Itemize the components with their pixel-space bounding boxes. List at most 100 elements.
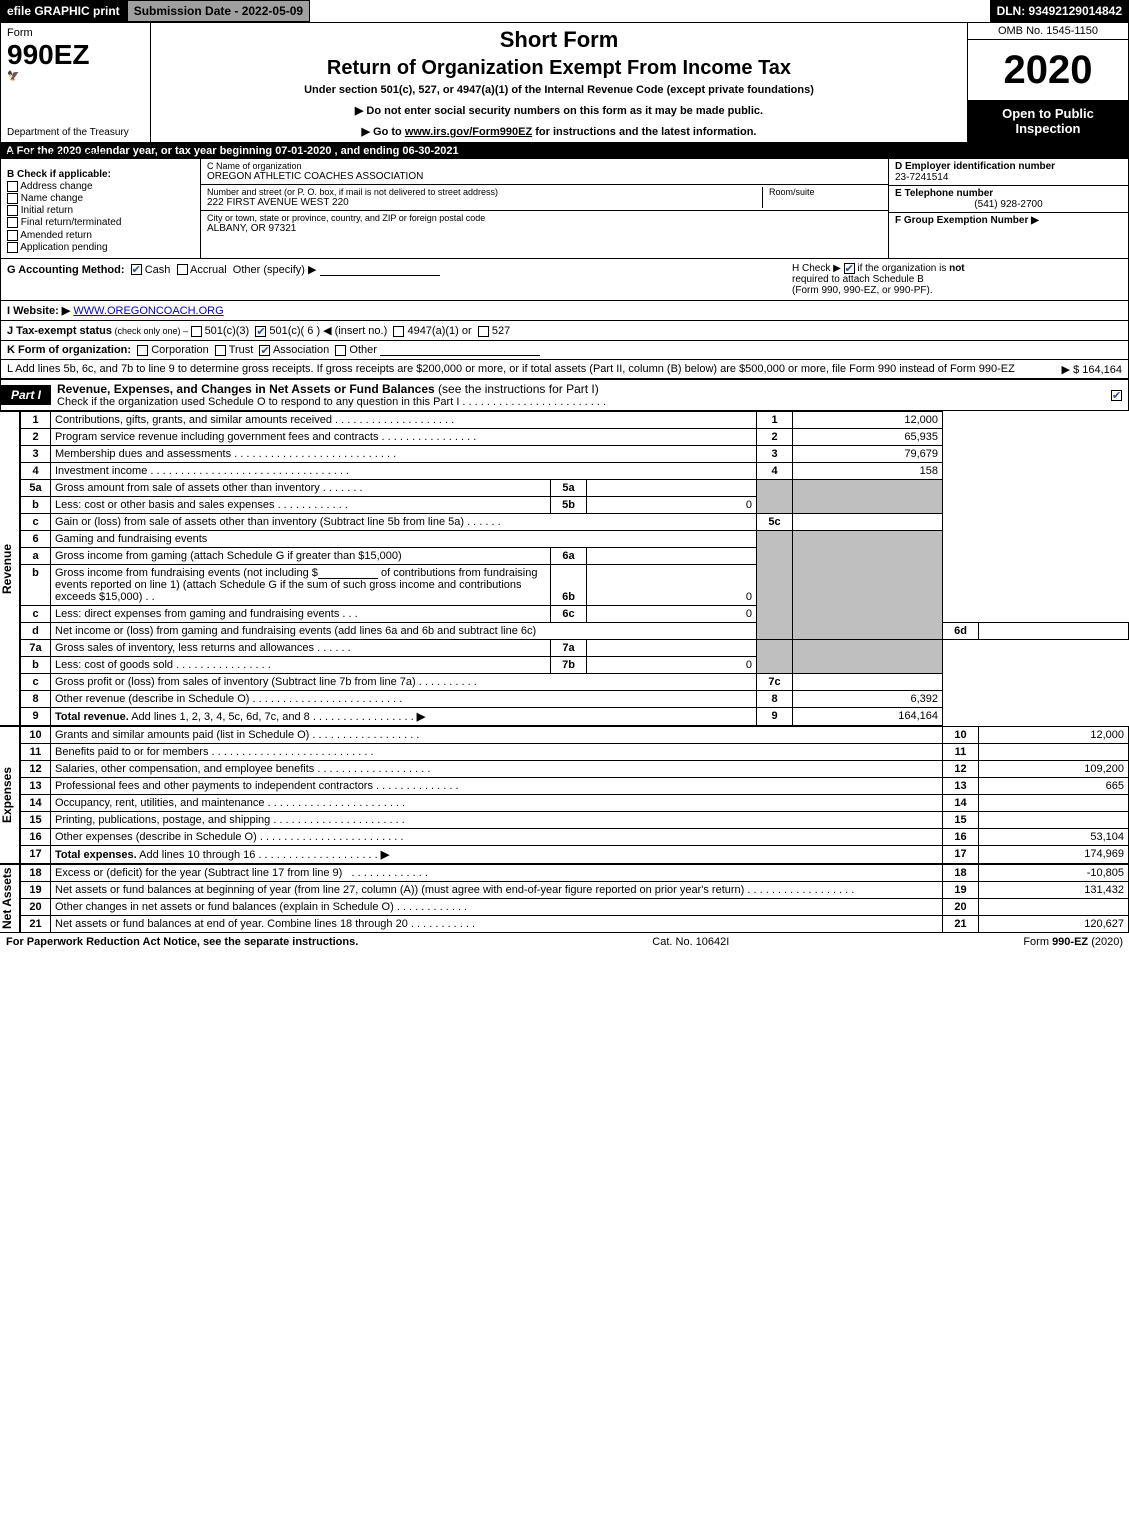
chk-initial-return[interactable]: Initial return (7, 205, 194, 216)
c-city-label: City or town, state or province, country… (207, 213, 882, 223)
line-6d: d Net income or (loss) from gaming and f… (21, 622, 1129, 639)
c-name-row: C Name of organization OREGON ATHLETIC C… (201, 159, 888, 185)
line-5b: b Less: cost or other basis and sales ex… (21, 496, 1129, 513)
chk-other-org[interactable] (335, 345, 346, 356)
line-17: 17 Total expenses. Add lines 10 through … (21, 845, 1129, 863)
open-to-public-label: Open to Public Inspection (968, 100, 1128, 142)
line-16: 16 Other expenses (describe in Schedule … (21, 828, 1129, 845)
ssn-notice: ▶ Do not enter social security numbers o… (157, 104, 961, 117)
section-b: Internal Revenue Service B Check if appl… (1, 159, 201, 258)
goto-link-line: ▶ Go to www.irs.gov/Form990EZ for instru… (157, 125, 961, 138)
chk-trust[interactable] (215, 345, 226, 356)
chk-h[interactable] (844, 263, 855, 274)
expenses-table: 10 Grants and similar amounts paid (list… (20, 726, 1129, 864)
h-not: not (949, 263, 965, 274)
irs-eagle-icon: 🦅 (7, 71, 144, 82)
tax-year: 2020 (968, 40, 1128, 100)
e-label: E Telephone number (895, 188, 1122, 199)
line-1: 1 Contributions, gifts, grants, and simi… (21, 411, 1129, 428)
line-6c: c Less: direct expenses from gaming and … (21, 605, 1129, 622)
6b-blank-input[interactable] (318, 567, 378, 579)
irs-service-label: Internal Revenue Service (3, 149, 104, 159)
line-18: 18 Excess or (deficit) for the year (Sub… (21, 864, 1129, 881)
line-6: 6 Gaming and fundraising events (21, 530, 1129, 547)
short-form-title: Short Form (157, 27, 961, 53)
section-gh: G Accounting Method: Cash Accrual Other … (0, 258, 1129, 301)
section-def: D Employer identification number 23-7241… (888, 159, 1128, 258)
part1-title: Revenue, Expenses, and Changes in Net As… (57, 382, 435, 396)
line-6b: b Gross income from fundraising events (… (21, 564, 1129, 605)
g-accounting-method: G Accounting Method: Cash Accrual Other … (7, 263, 792, 276)
j-small: (check only one) – (112, 326, 191, 336)
chk-accrual[interactable] (177, 264, 188, 275)
form-header: Form 990EZ 🦅 Department of the Treasury … (0, 22, 1129, 143)
line-2: 2 Program service revenue including gove… (21, 428, 1129, 445)
chk-corporation[interactable] (137, 345, 148, 356)
line-21: 21 Net assets or fund balances at end of… (21, 915, 1129, 932)
line-5c: c Gain or (loss) from sale of assets oth… (21, 513, 1129, 530)
i-label: I Website: ▶ (7, 305, 70, 317)
chk-501c[interactable] (255, 326, 266, 337)
c-name-value: OREGON ATHLETIC COACHES ASSOCIATION (207, 171, 882, 182)
return-title: Return of Organization Exempt From Incom… (157, 57, 961, 80)
k-other-input[interactable] (380, 344, 540, 356)
footer-center: Cat. No. 10642I (652, 936, 729, 948)
department-label: Department of the Treasury (7, 127, 144, 138)
revenue-table: 1 Contributions, gifts, grants, and simi… (20, 411, 1129, 726)
header-left: Form 990EZ 🦅 Department of the Treasury (1, 23, 151, 142)
g-other-specify-input[interactable] (320, 264, 440, 276)
j-label: J Tax-exempt status (7, 325, 112, 337)
header-right: OMB No. 1545-1150 2020 Open to Public In… (968, 23, 1128, 142)
part1-schedule-o-check[interactable] (1105, 386, 1128, 404)
g-label: G Accounting Method: (7, 264, 125, 276)
goto-post: for instructions and the latest informat… (532, 126, 756, 138)
expenses-section: Expenses 10 Grants and similar amounts p… (0, 726, 1129, 864)
h-line2: required to attach Schedule B (792, 274, 924, 285)
line-12: 12 Salaries, other compensation, and emp… (21, 760, 1129, 777)
chk-name-change[interactable]: Name change (7, 193, 194, 204)
section-c: C Name of organization OREGON ATHLETIC C… (201, 159, 888, 258)
revenue-section: Revenue 1 Contributions, gifts, grants, … (0, 411, 1129, 726)
chk-association[interactable] (259, 345, 270, 356)
l-text: L Add lines 5b, 6c, and 7b to line 9 to … (7, 363, 1015, 375)
b-heading: B Check if applicable: (7, 169, 194, 180)
c-city-row: City or town, state or province, country… (201, 211, 888, 236)
line-7b: b Less: cost of goods sold . . . . . . .… (21, 656, 1129, 673)
goto-link[interactable]: www.irs.gov/Form990EZ (405, 126, 532, 138)
topbar-spacer (310, 0, 989, 22)
chk-cash[interactable] (131, 264, 142, 275)
line-14: 14 Occupancy, rent, utilities, and maint… (21, 794, 1129, 811)
goto-pre: ▶ Go to (362, 126, 405, 138)
line-8: 8 Other revenue (describe in Schedule O)… (21, 690, 1129, 707)
chk-527[interactable] (478, 326, 489, 337)
c-street-label: Number and street (or P. O. box, if mail… (207, 187, 762, 197)
h-line3: (Form 990, 990-EZ, or 990-PF). (792, 285, 933, 296)
net-assets-section: Net Assets 18 Excess or (deficit) for th… (0, 864, 1129, 933)
net-assets-sidebar: Net Assets (0, 864, 20, 933)
c-room-label: Room/suite (762, 187, 882, 208)
line-4: 4 Investment income . . . . . . . . . . … (21, 462, 1129, 479)
line-7c: c Gross profit or (loss) from sales of i… (21, 673, 1129, 690)
footer-right: Form 990-EZ (2020) (1023, 936, 1123, 948)
footer-left: For Paperwork Reduction Act Notice, see … (6, 936, 358, 948)
l-gross-receipts-row: L Add lines 5b, 6c, and 7b to line 9 to … (0, 360, 1129, 379)
chk-4947a1[interactable] (393, 326, 404, 337)
chk-final-return[interactable]: Final return/terminated (7, 217, 194, 228)
i-website-row: I Website: ▶ WWW.OREGONCOACH.ORG (0, 301, 1129, 321)
form-word: Form (7, 27, 144, 39)
line-5a: 5a Gross amount from sale of assets othe… (21, 479, 1129, 496)
chk-501c3[interactable] (191, 326, 202, 337)
revenue-sidebar: Revenue (0, 411, 20, 726)
e-phone: E Telephone number (541) 928-2700 (889, 186, 1128, 213)
chk-application-pending[interactable]: Application pending (7, 242, 194, 253)
header-center: Short Form Return of Organization Exempt… (151, 23, 968, 142)
chk-amended-return[interactable]: Amended return (7, 230, 194, 241)
chk-address-change[interactable]: Address change (7, 181, 194, 192)
expenses-sidebar: Expenses (0, 726, 20, 864)
i-website-link[interactable]: WWW.OREGONCOACH.ORG (73, 305, 223, 317)
line-10: 10 Grants and similar amounts paid (list… (21, 726, 1129, 743)
form-number: 990EZ (7, 39, 144, 71)
f-group-exemption: F Group Exemption Number ▶ (889, 213, 1128, 258)
line-15: 15 Printing, publications, postage, and … (21, 811, 1129, 828)
c-street-value: 222 FIRST AVENUE WEST 220 (207, 197, 762, 208)
